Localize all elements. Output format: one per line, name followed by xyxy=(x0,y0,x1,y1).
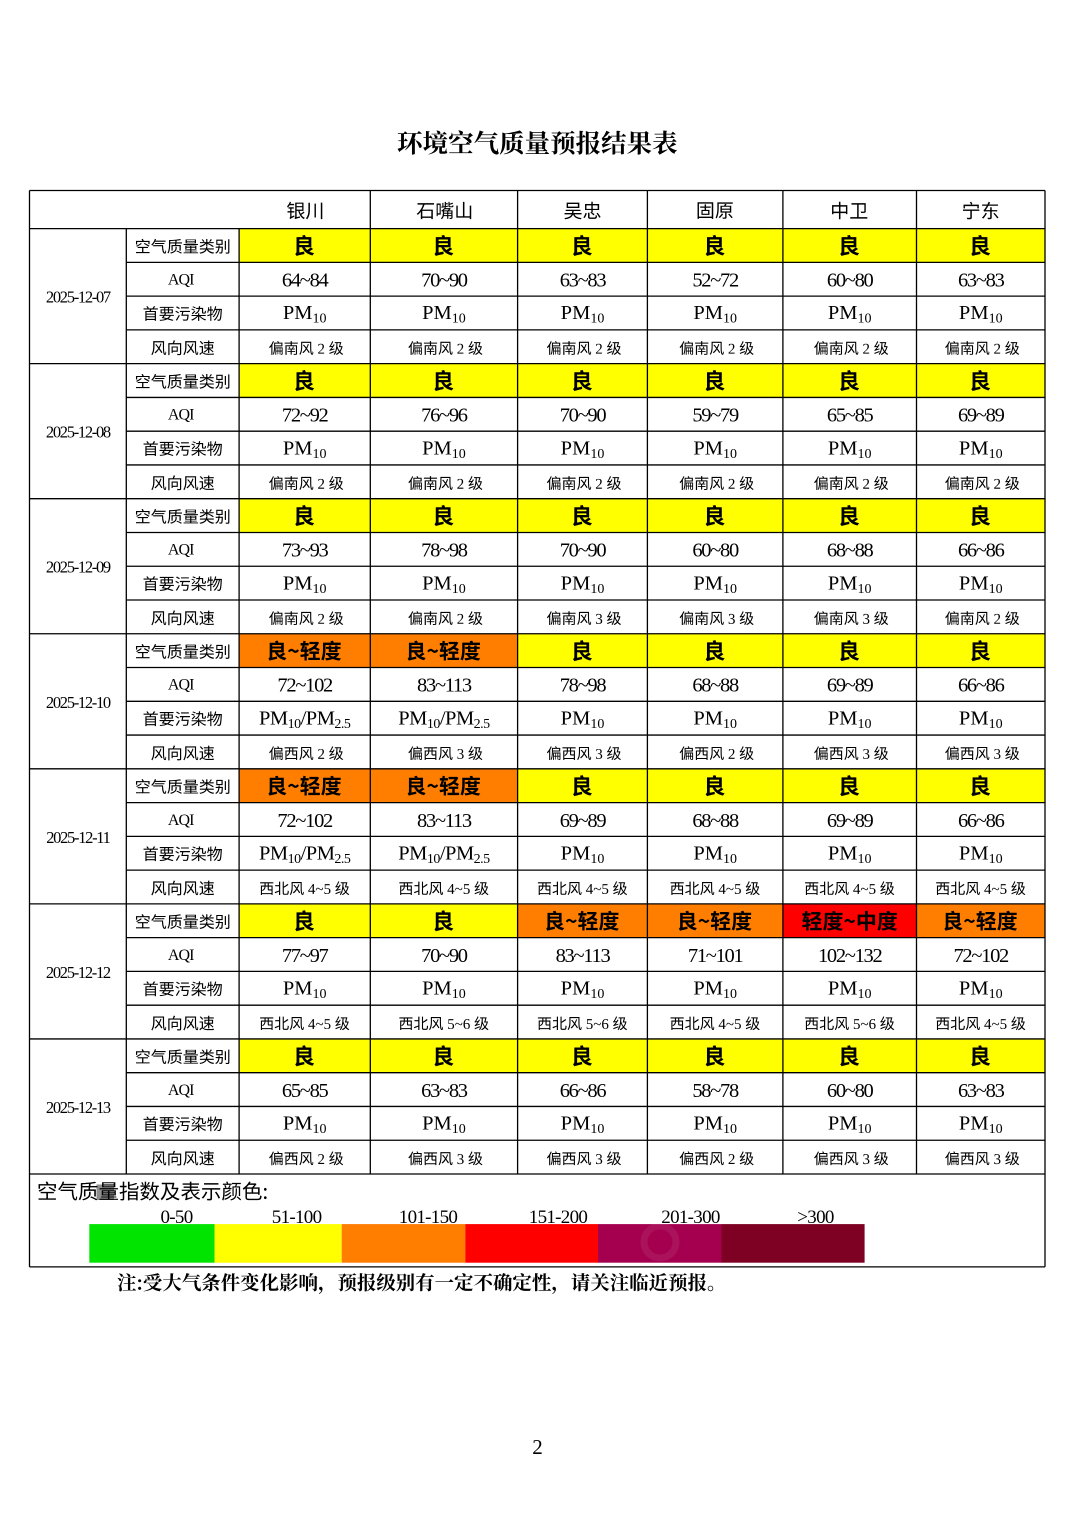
svg-text:102~132: 102~132 xyxy=(818,945,883,967)
svg-text:83~113: 83~113 xyxy=(556,945,611,967)
svg-text:72~92: 72~92 xyxy=(282,405,329,427)
svg-text:AQI: AQI xyxy=(168,677,194,694)
svg-text:2025-12-08: 2025-12-08 xyxy=(46,423,111,442)
svg-text:64~84: 64~84 xyxy=(282,270,329,292)
svg-text:60~80: 60~80 xyxy=(692,540,739,562)
svg-text:69~89: 69~89 xyxy=(827,810,874,832)
svg-text:PM10/PM2.5: PM10/PM2.5 xyxy=(259,707,351,732)
svg-text:PM10: PM10 xyxy=(561,842,605,867)
svg-text:71~101: 71~101 xyxy=(688,945,744,967)
svg-text:72~102: 72~102 xyxy=(277,675,333,697)
svg-text:AQI: AQI xyxy=(168,542,194,559)
svg-text:151-200: 151-200 xyxy=(529,1207,588,1228)
svg-text:77~97: 77~97 xyxy=(282,945,329,967)
svg-text:83~113: 83~113 xyxy=(417,675,472,697)
svg-text:68~88: 68~88 xyxy=(692,675,739,697)
svg-text:65~85: 65~85 xyxy=(827,405,874,427)
svg-text:101-150: 101-150 xyxy=(399,1207,458,1228)
svg-text:60~80: 60~80 xyxy=(827,270,874,292)
svg-text:69~89: 69~89 xyxy=(958,405,1005,427)
svg-text:52~72: 52~72 xyxy=(692,270,739,292)
svg-text:63~83: 63~83 xyxy=(421,1080,468,1102)
svg-text:PM10: PM10 xyxy=(959,842,1003,867)
svg-text:78~98: 78~98 xyxy=(560,675,607,697)
svg-text:51-100: 51-100 xyxy=(272,1207,322,1228)
svg-text:73~93: 73~93 xyxy=(282,540,329,562)
svg-text:PM10: PM10 xyxy=(959,977,1003,1002)
svg-text:72~102: 72~102 xyxy=(277,810,333,832)
svg-text:2025-12-10: 2025-12-10 xyxy=(46,693,111,712)
svg-text:76~96: 76~96 xyxy=(421,405,468,427)
svg-text:72~102: 72~102 xyxy=(953,945,1009,967)
svg-text:59~79: 59~79 xyxy=(692,405,739,427)
svg-text:PM10: PM10 xyxy=(561,302,605,327)
svg-text:2025-12-09: 2025-12-09 xyxy=(46,558,111,577)
svg-text:70~90: 70~90 xyxy=(560,540,607,562)
svg-text:PM10: PM10 xyxy=(959,437,1003,462)
svg-text:PM10: PM10 xyxy=(561,707,605,732)
svg-text:63~83: 63~83 xyxy=(560,270,607,292)
svg-text:58~78: 58~78 xyxy=(692,1080,739,1102)
svg-text:AQI: AQI xyxy=(168,947,194,964)
svg-text:PM10: PM10 xyxy=(828,842,872,867)
svg-text:66~86: 66~86 xyxy=(958,540,1005,562)
svg-text:63~83: 63~83 xyxy=(958,1080,1005,1102)
svg-text:PM10: PM10 xyxy=(283,572,327,597)
svg-text:66~86: 66~86 xyxy=(958,810,1005,832)
svg-text:69~89: 69~89 xyxy=(560,810,607,832)
svg-text:PM10: PM10 xyxy=(828,572,872,597)
svg-text:>300: >300 xyxy=(797,1207,834,1228)
svg-text:AQI: AQI xyxy=(168,407,194,424)
svg-text:2: 2 xyxy=(532,1435,543,1459)
svg-text:68~88: 68~88 xyxy=(692,810,739,832)
svg-text:83~113: 83~113 xyxy=(417,810,472,832)
svg-text:PM10: PM10 xyxy=(422,977,466,1002)
svg-text:PM10: PM10 xyxy=(959,572,1003,597)
svg-text:70~90: 70~90 xyxy=(421,270,468,292)
svg-text:AQI: AQI xyxy=(168,1082,194,1099)
svg-text:201-300: 201-300 xyxy=(661,1207,720,1228)
svg-text:66~86: 66~86 xyxy=(958,675,1005,697)
svg-text:68~88: 68~88 xyxy=(827,540,874,562)
svg-text:63~83: 63~83 xyxy=(958,270,1005,292)
svg-text:PM10: PM10 xyxy=(693,437,737,462)
svg-text:65~85: 65~85 xyxy=(282,1080,329,1102)
svg-text:0-50: 0-50 xyxy=(160,1207,192,1228)
svg-text:2025-12-13: 2025-12-13 xyxy=(46,1098,111,1117)
svg-text:PM10/PM2.5: PM10/PM2.5 xyxy=(398,842,490,867)
svg-text:66~86: 66~86 xyxy=(560,1080,607,1102)
svg-text:70~90: 70~90 xyxy=(421,945,468,967)
svg-text:78~98: 78~98 xyxy=(421,540,468,562)
svg-text:60~80: 60~80 xyxy=(827,1080,874,1102)
svg-text:2025-12-07: 2025-12-07 xyxy=(46,288,111,307)
svg-text:2025-12-12: 2025-12-12 xyxy=(46,963,111,982)
svg-text:AQI: AQI xyxy=(168,272,194,289)
svg-text:AQI: AQI xyxy=(168,812,194,829)
svg-text:2025-12-11: 2025-12-11 xyxy=(46,828,110,847)
svg-text:70~90: 70~90 xyxy=(560,405,607,427)
svg-text:PM10/PM2.5: PM10/PM2.5 xyxy=(398,707,490,732)
svg-text:69~89: 69~89 xyxy=(827,675,874,697)
svg-text:PM10: PM10 xyxy=(422,572,466,597)
